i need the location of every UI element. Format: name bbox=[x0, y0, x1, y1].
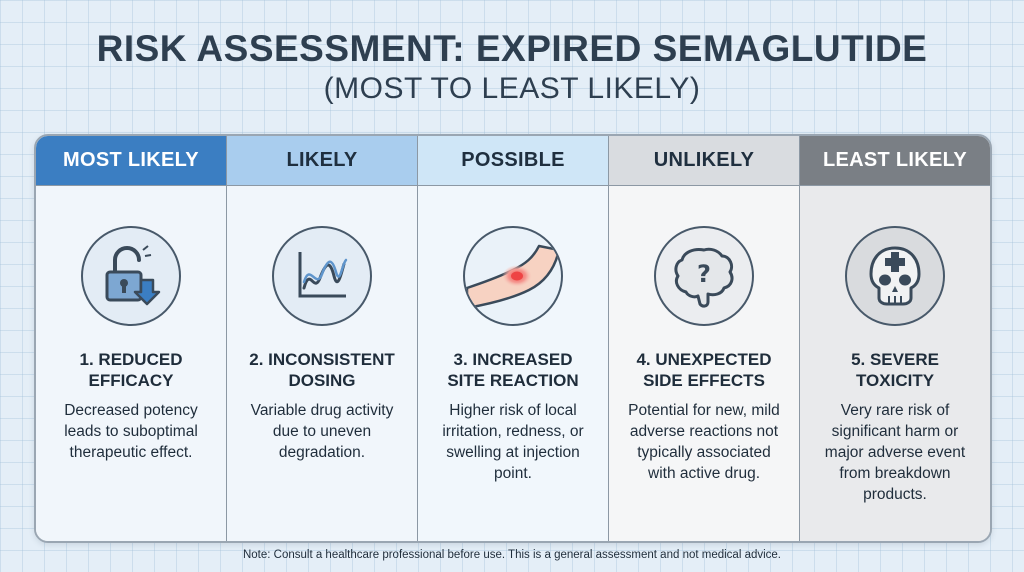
risk-title-line: SITE REACTION bbox=[447, 371, 579, 390]
risk-title-line: EFFICACY bbox=[88, 371, 174, 390]
injection-site-icon bbox=[463, 226, 563, 326]
risk-description: Decreased potency leads to suboptimal th… bbox=[64, 402, 198, 461]
column-possible: POSSIBLE 3. INCREASED bbox=[418, 136, 609, 541]
column-header-least-likely: LEAST LIKELY bbox=[800, 136, 990, 186]
risk-title-line: DOSING bbox=[288, 371, 356, 390]
page-subtitle: (MOST TO LEAST LIKELY) bbox=[323, 72, 701, 105]
risk-description: Higher risk of local irritation, redness… bbox=[442, 402, 584, 482]
column-header-most-likely: MOST LIKELY bbox=[36, 136, 226, 186]
risk-title: 5. SEVERE TOXICITY bbox=[806, 349, 984, 391]
risk-description: Potential for new, mild adverse reaction… bbox=[628, 402, 780, 482]
risk-table: MOST LIKELY 1. REDUCED EFFICACY Decrease… bbox=[34, 134, 992, 543]
wavy-graph-icon bbox=[272, 226, 372, 326]
disclaimer-note: Note: Consult a healthcare professional … bbox=[242, 549, 782, 561]
column-header-unlikely: UNLIKELY bbox=[609, 136, 799, 186]
risk-description: Variable drug activity due to uneven deg… bbox=[250, 402, 394, 461]
risk-title-line: 4. UNEXPECTED bbox=[636, 350, 772, 369]
column-least-likely: LEAST LIKELY 5. SEVERE TOXICITY Very ra bbox=[800, 136, 990, 541]
risk-title: 4. UNEXPECTED SIDE EFFECTS bbox=[615, 349, 793, 391]
column-most-likely: MOST LIKELY 1. REDUCED EFFICACY Decrease… bbox=[36, 136, 227, 541]
svg-text:?: ? bbox=[697, 260, 711, 288]
risk-title-line: SIDE EFFECTS bbox=[643, 371, 765, 390]
column-unlikely: UNLIKELY ? 4. UNEXPECTED SIDE EFFECTS Po… bbox=[609, 136, 800, 541]
risk-title: 2. INCONSISTENT DOSING bbox=[233, 349, 411, 391]
risk-title-line: TOXICITY bbox=[855, 371, 935, 390]
risk-description: Very rare risk of significant harm or ma… bbox=[824, 402, 966, 503]
brain-question-icon: ? bbox=[654, 226, 754, 326]
risk-title: 1. REDUCED EFFICACY bbox=[42, 349, 220, 391]
risk-title: 3. INCREASED SITE REACTION bbox=[424, 349, 602, 391]
page-title: RISK ASSESSMENT: EXPIRED SEMAGLUTIDE bbox=[96, 28, 928, 69]
unlocked-padlock-icon bbox=[81, 226, 181, 326]
column-header-likely: LIKELY bbox=[227, 136, 417, 186]
column-likely: LIKELY 2. INCONSISTENT DOSING Variable d… bbox=[227, 136, 418, 541]
column-header-possible: POSSIBLE bbox=[418, 136, 608, 186]
risk-title-line: 1. REDUCED bbox=[79, 350, 183, 369]
risk-title-line: 5. SEVERE bbox=[851, 350, 939, 369]
skull-icon bbox=[845, 226, 945, 326]
risk-title-line: 2. INCONSISTENT bbox=[249, 350, 395, 369]
risk-title-line: 3. INCREASED bbox=[453, 350, 573, 369]
